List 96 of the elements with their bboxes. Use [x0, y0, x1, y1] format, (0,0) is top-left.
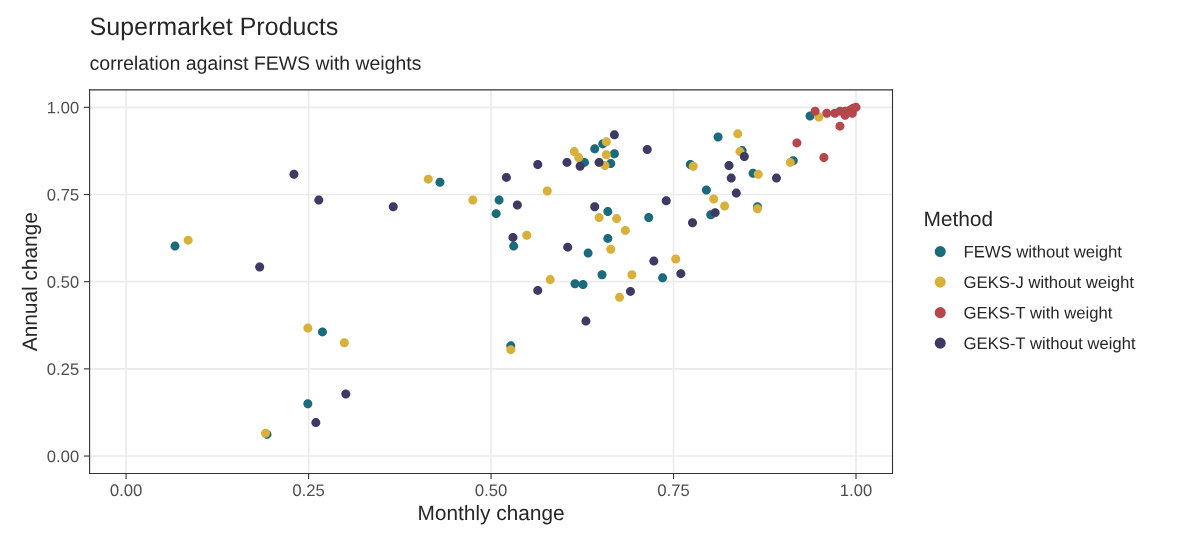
point: [594, 157, 604, 167]
x-tick-label: 0.25: [293, 484, 325, 497]
point: [661, 196, 671, 206]
point: [423, 174, 433, 184]
point: [533, 285, 543, 295]
point: [603, 233, 613, 243]
legend-label: GEKS-T with weight: [964, 306, 1113, 322]
point: [658, 273, 668, 283]
point: [606, 244, 616, 254]
point: [570, 279, 580, 289]
point: [578, 279, 588, 289]
x-tick-label: 0.00: [110, 484, 142, 497]
point: [615, 292, 625, 302]
point: [468, 195, 478, 205]
point: [612, 214, 622, 224]
chart-subtitle: correlation against FEWS with weights: [90, 55, 421, 74]
point: [509, 241, 519, 251]
point: [726, 173, 736, 183]
point: [590, 144, 600, 154]
legend-label: FEWS without weight: [964, 245, 1122, 261]
point: [303, 399, 313, 409]
point: [627, 270, 637, 280]
point: [533, 160, 543, 170]
point: [388, 202, 398, 212]
point: [542, 186, 552, 196]
y-axis-title: Annual change: [21, 213, 42, 352]
point: [569, 147, 579, 157]
point: [597, 270, 607, 280]
point: [733, 129, 743, 139]
point: [183, 235, 193, 245]
point: [170, 241, 180, 251]
point: [575, 161, 585, 171]
point: [792, 138, 802, 148]
chart-title: Supermarket Products: [90, 16, 338, 41]
point: [649, 256, 659, 266]
point: [508, 232, 518, 242]
y-tick-label: 0.50: [47, 276, 79, 288]
y-tick-label: 0.00: [47, 450, 79, 463]
y-tick-label: 0.75: [47, 188, 79, 201]
point: [303, 323, 313, 333]
point: [819, 153, 829, 163]
point: [701, 185, 711, 195]
point: [435, 177, 445, 187]
legend-label: GEKS-J without weight: [964, 275, 1134, 292]
point: [688, 218, 698, 228]
point: [644, 213, 654, 223]
point: [522, 230, 532, 240]
point: [713, 132, 723, 142]
point: [642, 145, 652, 155]
point: [574, 153, 584, 163]
point: [671, 254, 681, 264]
point: [676, 269, 686, 279]
point: [289, 169, 299, 179]
point: [822, 108, 832, 118]
point: [545, 275, 555, 285]
point: [494, 195, 504, 205]
point: [512, 200, 522, 210]
point: [739, 151, 749, 161]
point: [255, 262, 265, 272]
point: [753, 169, 763, 179]
point: [724, 161, 734, 171]
point: [590, 202, 600, 212]
point: [620, 225, 630, 235]
point: [603, 207, 613, 217]
point: [341, 389, 351, 399]
point: [609, 149, 619, 159]
point: [625, 286, 635, 296]
x-tick-label: 1.00: [841, 484, 872, 497]
point: [601, 150, 611, 160]
y-tick-label: 1.00: [48, 101, 79, 114]
legend-label: GEKS-T without weight: [964, 336, 1136, 353]
point: [562, 157, 572, 167]
point: [501, 172, 511, 182]
point: [720, 201, 730, 211]
point: [314, 195, 324, 205]
point: [311, 418, 321, 428]
point: [771, 173, 781, 183]
point: [731, 188, 741, 198]
point: [563, 242, 573, 252]
x-tick-label: 0.50: [475, 484, 507, 497]
point: [506, 345, 516, 355]
point: [581, 316, 591, 326]
point: [339, 338, 349, 348]
legend-title: Method: [925, 210, 992, 227]
point: [810, 106, 820, 116]
point: [609, 130, 619, 140]
point: [583, 248, 593, 258]
x-axis-title: Monthly change: [419, 504, 564, 525]
x-tick-label: 0.75: [657, 484, 690, 497]
point: [835, 121, 845, 131]
point: [709, 194, 719, 204]
point: [317, 327, 327, 337]
y-tick-label: 0.25: [47, 363, 79, 376]
point: [594, 213, 604, 223]
point: [710, 208, 720, 218]
point: [491, 209, 501, 219]
